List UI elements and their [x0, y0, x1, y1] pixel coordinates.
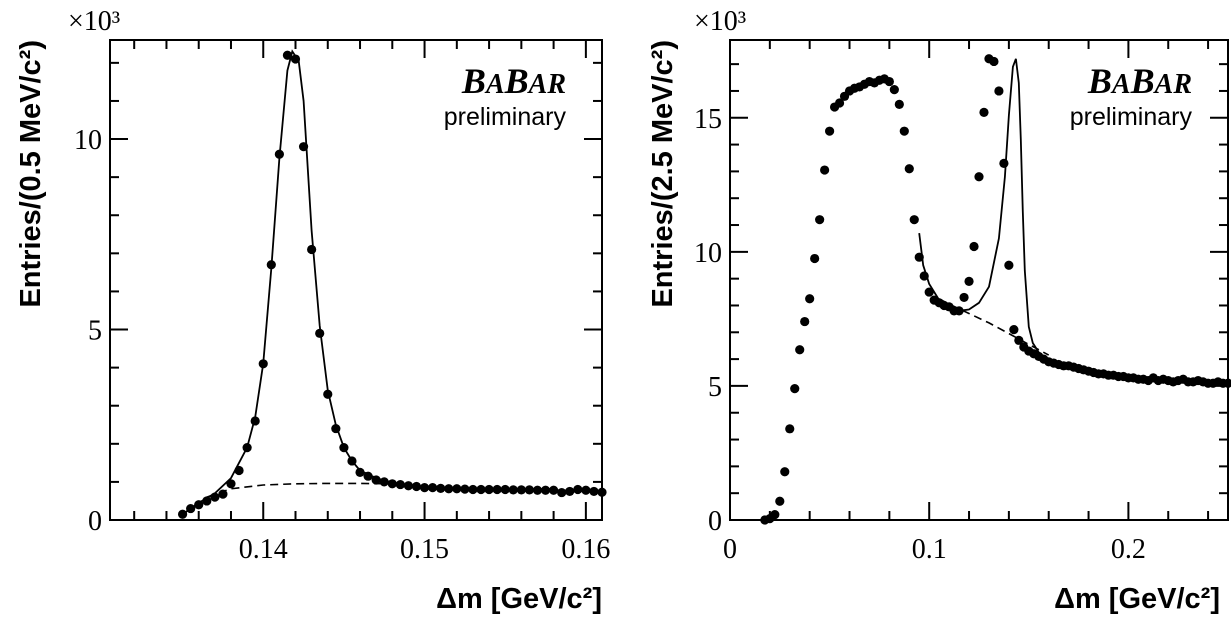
background-fit-curve — [938, 298, 1050, 356]
data-point — [889, 85, 899, 95]
data-point — [894, 99, 904, 109]
data-point — [834, 98, 845, 108]
data-point — [820, 165, 830, 175]
data-point — [979, 107, 989, 118]
data-point — [290, 54, 301, 64]
chart-panel-2: 0 0.1 0.2 0 5 10 15 ×10³ Δm [GeV/c²] Entries/(2.5… — [647, 6, 1231, 615]
x-axis-title: Δm [GeV/c²] — [1054, 583, 1220, 615]
logo-letters: B — [504, 61, 529, 101]
logo-letters: B — [1087, 61, 1112, 101]
y-tick-label: 0 — [88, 506, 102, 537]
y-tick-label: 5 — [88, 316, 102, 347]
data-point — [419, 483, 430, 493]
data-point — [444, 484, 454, 494]
data-point — [924, 287, 934, 297]
babar-logo: BABAR — [461, 61, 566, 101]
data-point — [780, 467, 790, 477]
data-point — [282, 50, 293, 60]
y-tick-label: 0 — [708, 506, 722, 537]
data-point — [795, 345, 805, 355]
total-fit-curve — [182, 49, 602, 516]
x-axis-title: Δm [GeV/c²] — [436, 583, 602, 615]
x-tick-label: 0.16 — [561, 534, 610, 565]
x-tick-label: 0 — [723, 534, 737, 565]
data-point — [810, 253, 820, 264]
y-tick-label: 5 — [708, 372, 722, 403]
logo-letters: A — [1110, 69, 1131, 100]
data-point — [884, 76, 894, 87]
y-axis-title: Entries/(2.5 MeV/c²) — [647, 40, 679, 308]
y-tick-label: 10 — [694, 238, 722, 269]
data-point — [1014, 335, 1024, 345]
data-point — [557, 487, 567, 498]
data-point — [959, 292, 969, 303]
chart-panel-1: 0.14 0.15 0.16 0 5 10 ×10³ Δm [GeV/c²] Entries/(… — [15, 6, 610, 615]
data-point — [1004, 260, 1014, 270]
babar-logo: BABAR — [1087, 61, 1192, 101]
data-point — [989, 56, 999, 67]
data-point — [775, 496, 785, 506]
y-tick-label: 10 — [74, 125, 102, 156]
data-point — [825, 126, 835, 136]
data-point — [307, 244, 317, 255]
logo-letters: A — [484, 69, 505, 100]
data-point — [974, 172, 984, 182]
preliminary-label: preliminary — [444, 103, 567, 131]
data-point — [994, 86, 1004, 96]
data-point — [597, 487, 607, 497]
data-point — [468, 484, 478, 495]
y-multiplier-label: ×10³ — [694, 6, 746, 37]
data-point — [565, 486, 575, 497]
plot-frame — [729, 39, 1229, 521]
logo-letters: AR — [527, 69, 566, 100]
data-point — [969, 241, 979, 252]
preliminary-label: preliminary — [1070, 103, 1193, 131]
data-point — [800, 316, 810, 327]
y-tick-label: 15 — [694, 104, 722, 135]
total-fit-curve — [918, 58, 1228, 384]
plot-frame — [109, 39, 603, 521]
x-tick-label: 0.14 — [239, 534, 288, 565]
y-axis-title: Entries/(0.5 MeV/c²) — [15, 40, 47, 308]
x-tick-label: 0.2 — [1111, 534, 1146, 565]
logo-letters: B — [1130, 61, 1155, 101]
data-point — [999, 158, 1009, 168]
y-multiplier-label: ×10³ — [68, 6, 120, 37]
data-point — [315, 328, 325, 338]
data-point — [964, 276, 974, 286]
data-point — [909, 215, 919, 225]
logo-letters: AR — [1153, 69, 1192, 100]
data-point — [815, 215, 825, 225]
data-point — [573, 484, 583, 495]
x-tick-label: 0.15 — [400, 534, 449, 565]
data-point — [770, 510, 780, 520]
data-point — [805, 294, 815, 304]
logo-letters: B — [461, 61, 486, 101]
data-point — [899, 126, 909, 136]
data-point — [355, 467, 365, 477]
data-point — [785, 424, 795, 434]
data-point — [904, 164, 914, 174]
x-tick-label: 0.1 — [912, 534, 947, 565]
data-point — [436, 483, 446, 493]
data-point — [790, 384, 800, 394]
data-point — [1009, 325, 1019, 335]
